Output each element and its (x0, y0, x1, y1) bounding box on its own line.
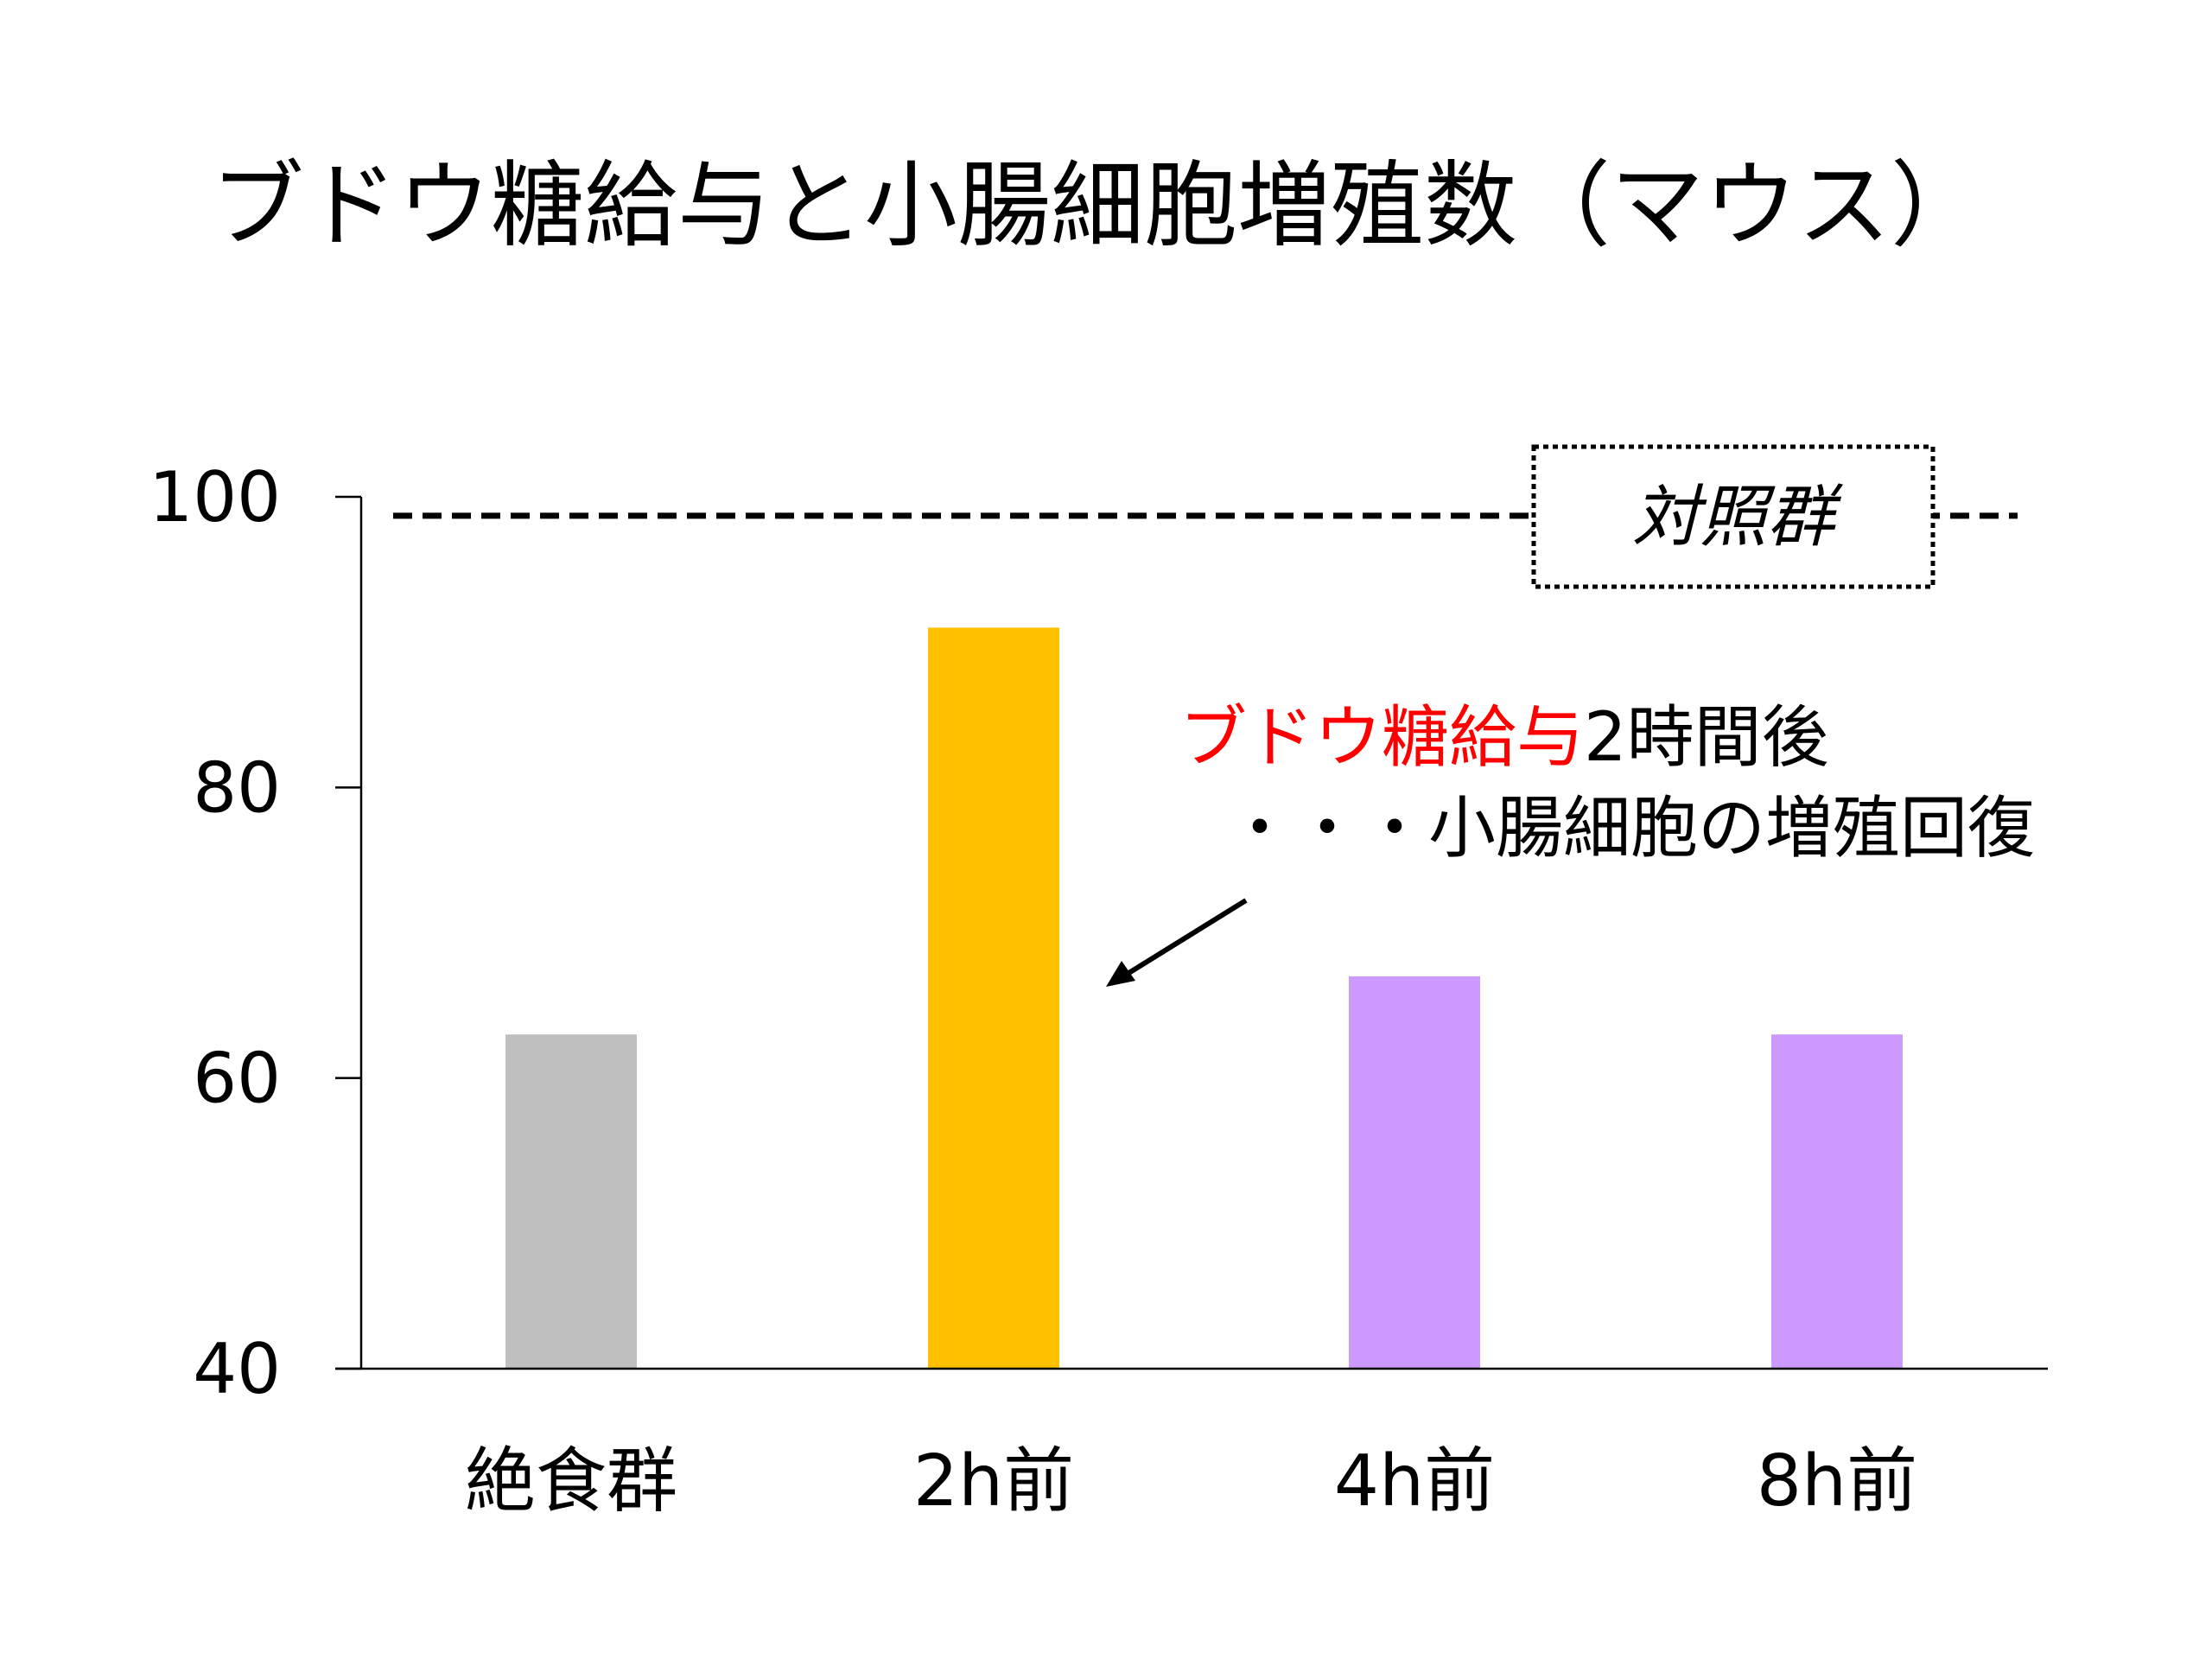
annotation-arrow (1106, 898, 1248, 987)
x-tick-label: 8h前 (1757, 1440, 1917, 1522)
bar (505, 1034, 637, 1369)
x-tick-label: 2h前 (913, 1440, 1074, 1522)
annotation-red-text: ブドウ糖給与 (1179, 699, 1584, 777)
annotation-line2: ・・・小腸細胞の増殖回復 (1226, 790, 2035, 868)
x-tick-label: 4h前 (1334, 1440, 1495, 1522)
y-tick-label: 80 (193, 747, 281, 828)
bar (928, 627, 1059, 1369)
x-tick-label: 絶食群 (465, 1440, 677, 1522)
control-label: 対照群 (1632, 479, 1844, 556)
annotation-line1: ブドウ糖給与2時間後 (1179, 699, 1829, 777)
y-tick-label: 100 (149, 457, 281, 537)
bar (1349, 976, 1480, 1369)
bar (1771, 1034, 1903, 1369)
y-tick-label: 40 (193, 1329, 281, 1409)
chart-title: ブドウ糖給与と小腸細胞増殖数（マウス） (211, 152, 1984, 260)
control-label-box (1531, 444, 1936, 589)
annotation-black-text: 2時間後 (1584, 699, 1829, 777)
y-tick-label: 60 (193, 1039, 281, 1119)
